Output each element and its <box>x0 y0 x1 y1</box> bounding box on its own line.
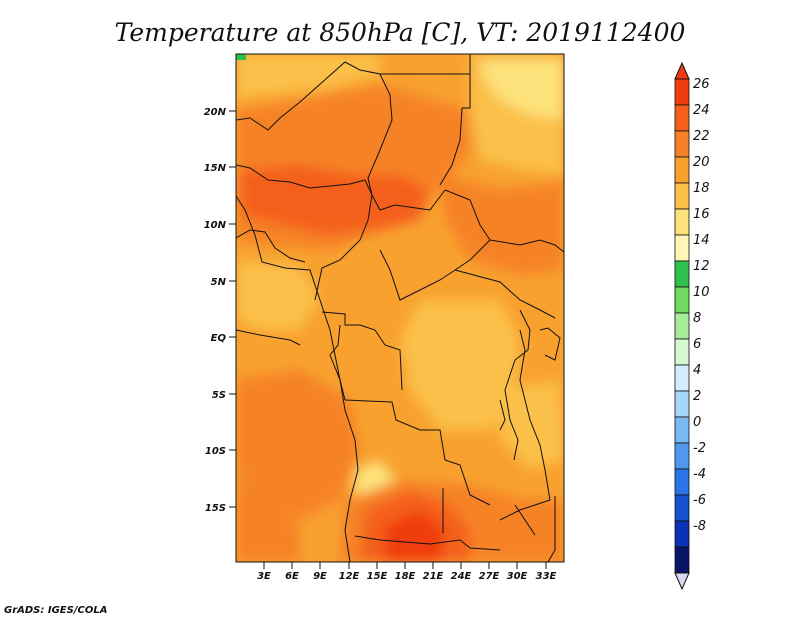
lon-label: 12E <box>339 571 360 582</box>
field-18-coast <box>236 260 320 330</box>
credit-label: GrADS: IGES/COLA <box>4 605 107 616</box>
colorbar-label: -4 <box>693 467 706 482</box>
lon-tick: 21E <box>423 562 444 582</box>
lat-tick: 20N <box>204 107 236 118</box>
colorbar-band <box>674 520 690 548</box>
lon-label: 9E <box>313 571 327 582</box>
colorbar-label: -8 <box>693 519 706 534</box>
colorbar-label: 12 <box>693 259 710 274</box>
lat-label: 5N <box>211 277 227 288</box>
lat-tick: 5S <box>212 390 236 401</box>
lat-tick: EQ <box>211 333 236 344</box>
lat-tick: 10N <box>204 220 236 231</box>
colorbar-band <box>674 494 690 522</box>
lon-label: 24E <box>451 571 472 582</box>
temperature-field <box>236 54 564 562</box>
lat-label: 20N <box>204 107 227 118</box>
colorbar-label: 6 <box>693 337 701 352</box>
lon-label: 15E <box>367 571 388 582</box>
lat-axis: 20N 15N 10N 5N EQ 5S 10S 15S <box>204 107 236 514</box>
colorbar-label: 22 <box>693 129 710 144</box>
lon-tick: 30E <box>507 562 528 582</box>
field-22-sahel-core <box>240 165 430 235</box>
lon-tick: 15E <box>367 562 388 582</box>
colorbar-label: 16 <box>693 207 710 222</box>
lon-label: 18E <box>395 571 416 582</box>
map-title: Temperature at 850hPa [C], VT: 201911240… <box>115 18 686 47</box>
colorbar-label: -2 <box>693 441 706 456</box>
field-18-north-edge <box>236 54 380 100</box>
colorbar-label: 14 <box>693 233 710 248</box>
lon-label: 33E <box>536 571 557 582</box>
colorbar-under-triangle <box>674 572 690 591</box>
colorbar-band <box>674 338 690 366</box>
colorbar-band <box>674 104 690 132</box>
colorbar-label: 18 <box>693 181 710 196</box>
lon-tick: 6E <box>285 562 299 582</box>
lat-tick: 15S <box>205 503 236 514</box>
field-22-angola <box>236 370 360 520</box>
colorbar-band <box>674 78 690 106</box>
colorbar-label: -6 <box>693 493 706 508</box>
lon-tick: 27E <box>479 562 500 582</box>
colorbar-band <box>674 234 690 262</box>
colorbar-over-triangle <box>674 61 690 80</box>
lon-tick: 3E <box>257 562 271 582</box>
colorbar-band <box>674 416 690 444</box>
lat-tick: 10S <box>205 446 236 457</box>
colorbar-label: 2 <box>693 389 701 404</box>
colorbar-band <box>674 208 690 236</box>
lat-tick: 5N <box>211 277 236 288</box>
lat-label: 5S <box>212 390 226 401</box>
lon-label: 6E <box>285 571 299 582</box>
lon-label: 3E <box>257 571 271 582</box>
colorbar-band <box>674 468 690 496</box>
colorbar-band <box>674 312 690 340</box>
lon-tick: 24E <box>451 562 472 582</box>
colorbar-band <box>674 390 690 418</box>
colorbar-band <box>674 286 690 314</box>
colorbar-band <box>674 364 690 392</box>
lon-label: 21E <box>423 571 444 582</box>
lon-label: 30E <box>507 571 528 582</box>
field-22-south-west <box>236 480 300 562</box>
colorbar-band <box>674 260 690 288</box>
lat-label: 15S <box>205 503 226 514</box>
colorbar-band <box>674 546 690 574</box>
lon-tick: 18E <box>395 562 416 582</box>
colorbar-label: 8 <box>693 311 701 326</box>
map-frame <box>235 53 565 563</box>
colorbar-band <box>674 182 690 210</box>
colorbar-label: 0 <box>693 415 701 430</box>
lon-tick: 9E <box>313 562 327 582</box>
colorbar-label: 10 <box>693 285 710 300</box>
field-22-north-east <box>440 175 564 275</box>
field-18-congo <box>400 300 520 430</box>
field-green-spot <box>236 54 246 60</box>
field-16-north-east <box>480 60 564 120</box>
colorbar-bands <box>674 61 690 591</box>
colorbar-band <box>674 442 690 470</box>
field-26-south-core <box>385 510 445 562</box>
lat-label: 10S <box>205 446 226 457</box>
colorbar-label: 26 <box>693 77 710 92</box>
colorbar-label: 4 <box>693 363 701 378</box>
lat-label: EQ <box>211 333 227 344</box>
lon-tick: 12E <box>339 562 360 582</box>
colorbar-band <box>674 156 690 184</box>
lat-label: 15N <box>204 163 227 174</box>
colorbar-label: 20 <box>693 155 710 170</box>
coastlines <box>236 195 561 562</box>
colorbar-band <box>674 130 690 158</box>
lon-tick: 33E <box>536 562 557 582</box>
lon-label: 27E <box>479 571 500 582</box>
lat-label: 10N <box>204 220 227 231</box>
colorbar-label: 24 <box>693 103 710 118</box>
lat-tick: 15N <box>204 163 236 174</box>
lon-axis: 3E 6E 9E 12E 15E 18E 21E 24E 27E 30E 33E <box>257 562 557 582</box>
country-borders <box>236 54 564 562</box>
